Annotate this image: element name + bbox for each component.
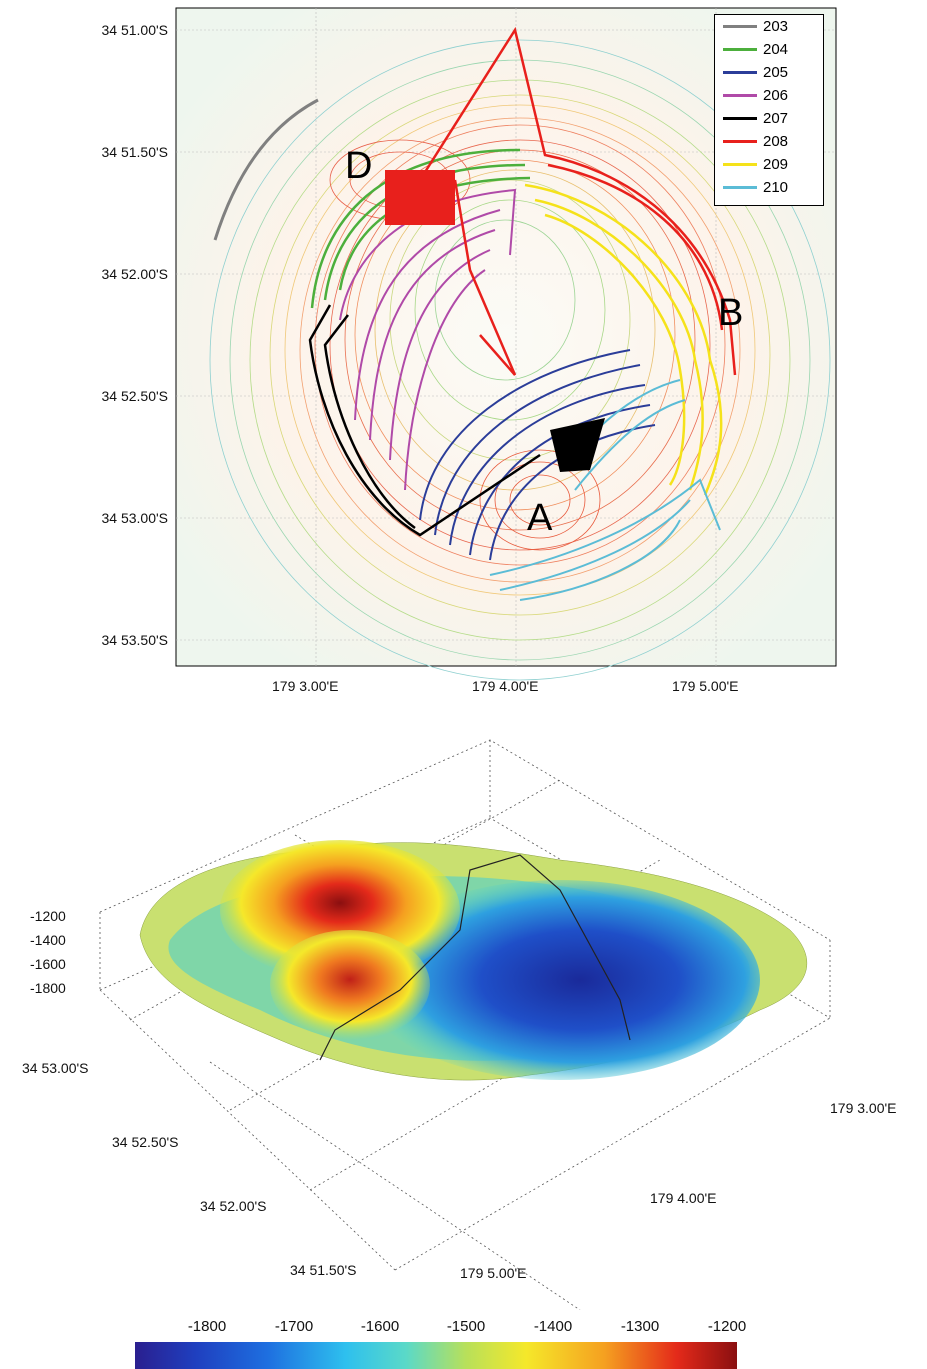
colorbar-tick: -1500 [446,1318,486,1335]
legend-label: 203 [763,18,789,35]
map-x-tick: 179 3.00'E [272,678,339,694]
site-label-d: D [345,145,373,187]
legend-label: 208 [763,133,789,150]
colorbar-tick: -1700 [274,1318,314,1335]
colorbar-tick: -1200 [707,1318,747,1335]
map-x-tick: 179 5.00'E [672,678,739,694]
depth-colorbar [135,1342,737,1369]
legend-swatch [723,140,757,143]
legend-swatch [723,48,757,51]
site-label-a: A [527,497,553,539]
z-tick: -1400 [30,932,66,948]
track-209 [524,183,723,496]
legend-swatch [723,117,757,120]
legend-label: 207 [763,110,789,127]
3d-x-tick: 179 5.00'E [460,1265,527,1281]
3d-y-tick: 34 53.00'S [22,1060,89,1076]
legend-label: 206 [763,87,789,104]
colorbar-tick: -1400 [533,1318,573,1335]
secondary-peak [270,930,430,1040]
legend-entry: 210 [715,176,823,199]
legend-entry: 204 [715,38,823,61]
map-legend: 203 204 205 206 207 208 209 210 [714,14,824,206]
z-tick: -1800 [30,980,66,996]
map-y-tick: 34 51.00'S [101,22,168,38]
3d-x-tick: 179 4.00'E [650,1190,717,1206]
legend-entry: 205 [715,61,823,84]
colorbar-tick: -1300 [620,1318,660,1335]
colorbar-tick: -1600 [360,1318,400,1335]
legend-entry: 206 [715,84,823,107]
legend-entry: 207 [715,107,823,130]
legend-swatch [723,94,757,97]
contour-lines [209,39,831,681]
legend-entry: 208 [715,130,823,153]
legend-swatch [723,186,757,189]
z-tick: -1200 [30,908,66,924]
3d-y-tick: 34 51.50'S [290,1262,357,1278]
legend-entry: 203 [715,15,823,38]
map-y-tick: 34 53.00'S [101,510,168,526]
legend-swatch [723,163,757,166]
3d-y-tick: 34 52.00'S [200,1198,267,1214]
z-tick: -1600 [30,956,66,972]
map-y-tick: 34 53.50'S [101,632,168,648]
track-210 [489,379,721,601]
bathymetry-3d-surface [99,739,831,1310]
3d-y-tick: 34 52.50'S [112,1134,179,1150]
legend-label: 204 [763,41,789,58]
track-207 [308,304,541,537]
track-205 [419,349,656,561]
map-y-tick: 34 51.50'S [101,144,168,160]
legend-label: 205 [763,64,789,81]
3d-x-tick: 179 3.00'E [830,1100,897,1116]
legend-swatch [723,25,757,28]
track-207-dense-area [550,418,605,472]
colorbar-tick: -1800 [187,1318,227,1335]
map-x-tick: 179 4.00'E [472,678,539,694]
map-y-tick: 34 52.00'S [101,266,168,282]
legend-swatch [723,71,757,74]
site-label-b: B [718,292,744,334]
legend-label: 209 [763,156,789,173]
track-203 [213,98,319,241]
legend-entry: 209 [715,153,823,176]
track-206 [339,188,517,491]
map-y-tick: 34 52.50'S [101,388,168,404]
legend-label: 210 [763,179,789,196]
dive-track-3d [319,854,631,1061]
track-208 [418,26,737,376]
track-208-dense-area [385,170,455,225]
